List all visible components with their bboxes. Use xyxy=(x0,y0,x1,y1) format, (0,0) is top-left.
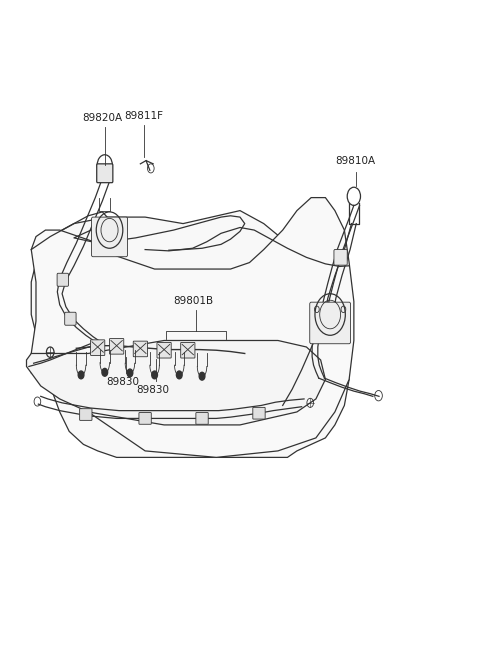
Polygon shape xyxy=(31,198,354,457)
FancyBboxPatch shape xyxy=(91,340,105,356)
FancyBboxPatch shape xyxy=(139,413,151,424)
Text: 89810A: 89810A xyxy=(335,157,375,166)
FancyBboxPatch shape xyxy=(96,164,113,183)
FancyBboxPatch shape xyxy=(253,407,265,419)
FancyBboxPatch shape xyxy=(133,341,147,357)
Circle shape xyxy=(78,371,84,379)
Text: 89811F: 89811F xyxy=(124,111,163,121)
Polygon shape xyxy=(31,211,349,457)
Polygon shape xyxy=(26,341,325,425)
FancyBboxPatch shape xyxy=(334,250,347,265)
Circle shape xyxy=(152,371,157,379)
FancyBboxPatch shape xyxy=(80,409,92,421)
FancyBboxPatch shape xyxy=(157,343,171,358)
FancyBboxPatch shape xyxy=(57,273,69,286)
Circle shape xyxy=(199,372,205,380)
FancyBboxPatch shape xyxy=(196,413,208,424)
FancyBboxPatch shape xyxy=(310,302,350,344)
Circle shape xyxy=(127,369,133,377)
FancyBboxPatch shape xyxy=(109,339,124,354)
Text: 89820A: 89820A xyxy=(83,113,122,123)
FancyBboxPatch shape xyxy=(65,312,76,326)
FancyBboxPatch shape xyxy=(92,217,128,257)
Text: 89830: 89830 xyxy=(137,384,169,395)
Circle shape xyxy=(177,371,182,379)
Circle shape xyxy=(102,368,108,376)
FancyBboxPatch shape xyxy=(180,343,195,358)
Text: 89830: 89830 xyxy=(106,377,139,387)
Text: 89801B: 89801B xyxy=(174,296,214,306)
